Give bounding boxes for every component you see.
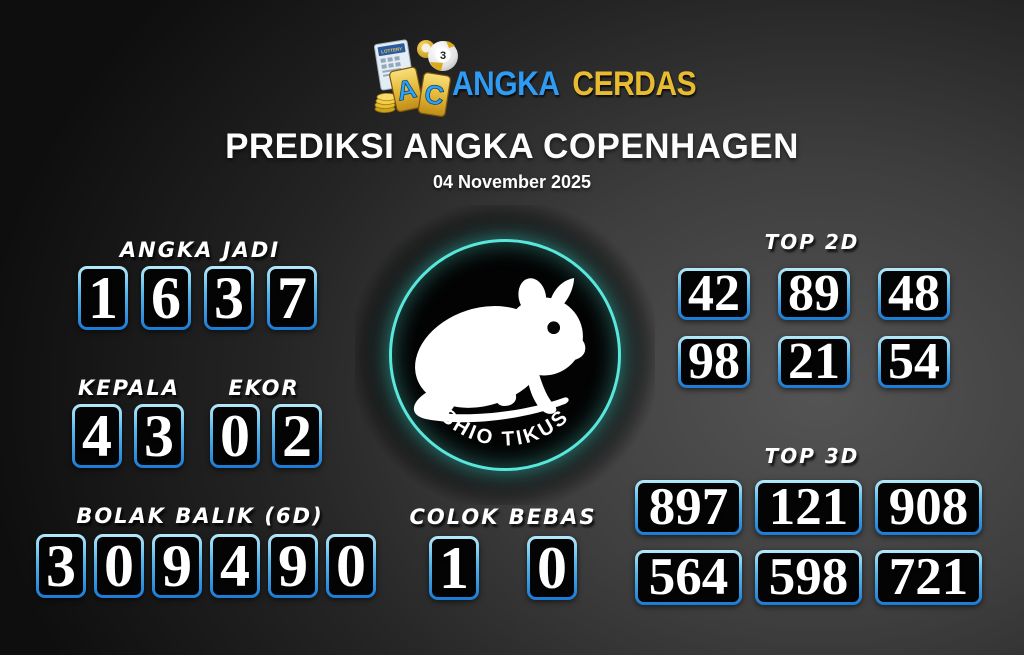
coins-icon (374, 93, 398, 114)
colok-bebas-digit-box: 0 (527, 536, 577, 600)
shio-svg: SHIO TIKUS (413, 278, 586, 451)
kepala-boxes: 4 3 (72, 404, 184, 468)
bolak-balik-digit-box: 0 (326, 534, 376, 598)
top-3d-box: 121 (755, 480, 862, 535)
digit-value: 0 (537, 535, 567, 601)
digit-value: 7 (277, 265, 307, 331)
kepala-label: KEPALA (78, 376, 180, 400)
angka-jadi-digit-box: 7 (267, 266, 317, 330)
digit-value: 0 (104, 533, 134, 599)
number-value: 98 (688, 333, 740, 390)
number-value: 121 (768, 478, 849, 536)
top-3d-label: TOP 3D (764, 444, 860, 468)
bolak-balik-digit-box: 9 (268, 534, 318, 598)
angka-jadi-digit-box: 6 (141, 266, 191, 330)
angka-jadi-digit-box: 1 (78, 266, 128, 330)
digit-value: 3 (214, 265, 244, 331)
bolak-balik-digit-box: 3 (36, 534, 86, 598)
shio-label: SHIO TIKUS (436, 404, 571, 451)
digit-value: 9 (278, 533, 308, 599)
lottery-ticket-icon: LOTTERY (374, 39, 415, 91)
number-value: 21 (788, 333, 840, 390)
number-value: 721 (888, 548, 969, 606)
angka-cerdas-logo-icon: LOTTERY A C (374, 39, 458, 117)
ekor-digit-box: 2 (272, 404, 322, 468)
page-title: PREDIKSI ANGKA COPENHAGEN (225, 127, 799, 166)
top-3d-box: 721 (875, 550, 982, 605)
number-value: 897 (648, 478, 729, 536)
bolak-balik-digit-box: 0 (94, 534, 144, 598)
top-2d-box: 48 (878, 268, 950, 320)
number-value: 42 (688, 265, 740, 322)
digit-value: 3 (46, 533, 76, 599)
kepala-digit-box: 4 (72, 404, 122, 468)
rat-silhouette-icon (413, 278, 586, 423)
angka-cerdas-logo[interactable]: LOTTERY A C (374, 38, 729, 118)
top-2d-box: 98 (678, 336, 750, 388)
top-3d-box: 897 (635, 480, 742, 535)
top-3d-box: 564 (635, 550, 742, 605)
digit-value: 3 (144, 403, 174, 469)
angka-jadi-digit-box: 3 (204, 266, 254, 330)
ekor-label: EKOR (228, 376, 300, 400)
logo-word-angka: ANGKA (452, 65, 559, 103)
bolak-balik-digit-box: 4 (210, 534, 260, 598)
angka-jadi-label: ANGKA JADI (119, 238, 281, 262)
kepala-digit-box: 3 (134, 404, 184, 468)
colok-bebas-digit-box: 1 (429, 536, 479, 600)
top-2d-label: TOP 2D (764, 230, 860, 254)
bolak-balik-label: BOLAK BALIK (6D) (76, 504, 324, 528)
number-value: 908 (888, 478, 969, 536)
number-value: 89 (788, 265, 840, 322)
ekor-boxes: 0 2 (210, 404, 322, 468)
top-2d-boxes: 42 89 48 98 21 54 (678, 268, 950, 388)
ekor-digit-box: 0 (210, 404, 260, 468)
top-2d-box: 89 (778, 268, 850, 320)
lottery-ball-icon: 3 (428, 41, 458, 71)
angka-jadi-boxes: 1 6 3 7 (78, 266, 317, 330)
ball-number: 3 (440, 50, 446, 62)
top-2d-box: 21 (778, 336, 850, 388)
top-3d-box: 908 (875, 480, 982, 535)
svg-text:SHIO TIKUS: SHIO TIKUS (436, 404, 574, 451)
digit-value: 6 (151, 265, 181, 331)
page-date: 04 November 2025 (432, 172, 592, 192)
ticket-text: LOTTERY (381, 46, 403, 54)
logo-wordmark: ANGKA CERDAS (452, 65, 697, 104)
digit-value: 1 (439, 535, 469, 601)
digit-value: 2 (282, 403, 312, 469)
digit-value: 0 (336, 533, 366, 599)
top-2d-box: 42 (678, 268, 750, 320)
digit-value: 1 (88, 265, 118, 331)
digit-value: 4 (82, 403, 112, 469)
shio-badge: SHIO TIKUS (389, 239, 621, 471)
colok-bebas-label: COLOK BEBAS (409, 505, 597, 529)
bolak-balik-digit-box: 9 (152, 534, 202, 598)
bolak-balik-boxes: 3 0 9 4 9 0 (36, 534, 376, 598)
top-2d-box: 54 (878, 336, 950, 388)
card-a-icon: A (389, 66, 424, 113)
number-value: 564 (648, 548, 729, 606)
card-c-icon: C (417, 72, 451, 117)
rat-eye (547, 321, 561, 335)
logo-word-cerdas: CERDAS (572, 65, 697, 103)
top-3d-box: 598 (755, 550, 862, 605)
digit-value: 0 (220, 403, 250, 469)
colok-bebas-boxes: 1 0 (429, 536, 577, 600)
number-value: 48 (888, 265, 940, 322)
number-value: 598 (768, 548, 849, 606)
digit-value: 9 (162, 533, 192, 599)
number-value: 54 (888, 333, 940, 390)
digit-value: 4 (220, 533, 250, 599)
top-3d-boxes: 897 121 908 564 598 721 (635, 480, 982, 605)
